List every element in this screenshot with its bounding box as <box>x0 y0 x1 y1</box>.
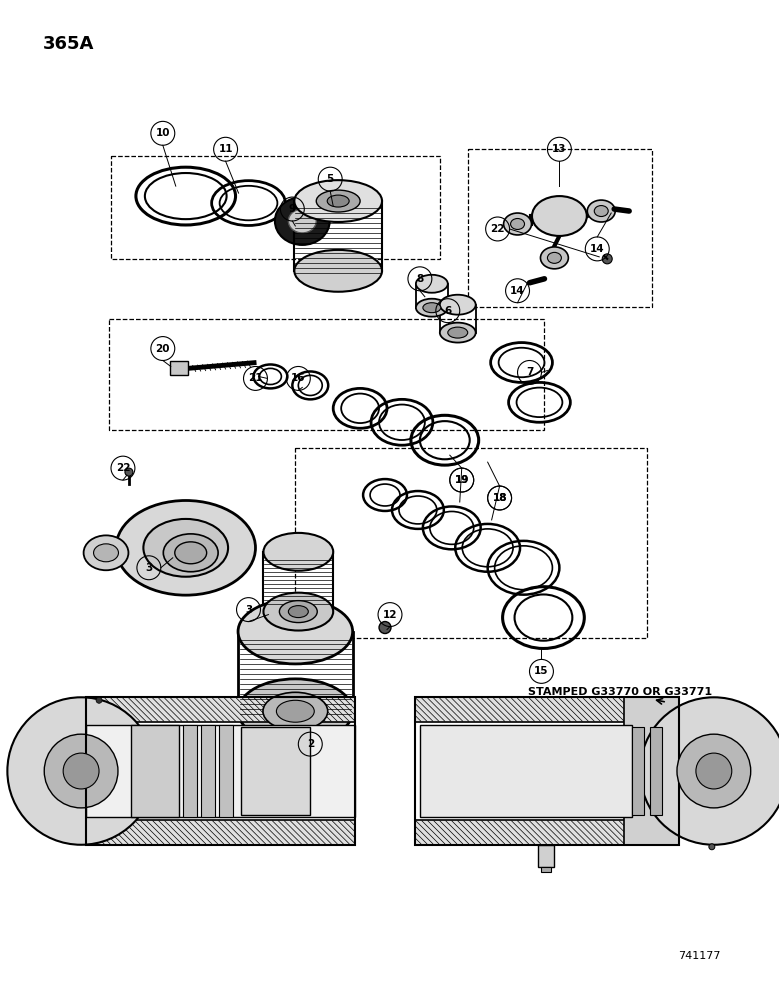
Circle shape <box>677 734 750 808</box>
Ellipse shape <box>316 190 360 212</box>
Ellipse shape <box>294 180 382 222</box>
Text: 6: 6 <box>444 306 452 316</box>
FancyBboxPatch shape <box>200 725 215 817</box>
Circle shape <box>96 697 102 703</box>
Text: 3: 3 <box>145 563 152 573</box>
Ellipse shape <box>448 327 468 338</box>
Text: 10: 10 <box>155 128 170 138</box>
FancyBboxPatch shape <box>624 697 679 845</box>
Ellipse shape <box>175 542 207 564</box>
Text: 21: 21 <box>248 373 263 383</box>
Ellipse shape <box>94 544 119 562</box>
Circle shape <box>125 468 133 476</box>
Ellipse shape <box>416 275 448 293</box>
Ellipse shape <box>83 535 129 570</box>
Ellipse shape <box>440 323 476 343</box>
Circle shape <box>696 753 732 789</box>
Ellipse shape <box>276 700 314 722</box>
FancyBboxPatch shape <box>218 725 232 817</box>
Ellipse shape <box>416 299 448 317</box>
Circle shape <box>7 697 155 845</box>
Text: 19: 19 <box>455 475 469 485</box>
Text: 14: 14 <box>590 244 604 254</box>
Ellipse shape <box>504 213 531 235</box>
Text: 5: 5 <box>327 174 334 184</box>
Ellipse shape <box>440 295 476 315</box>
Circle shape <box>379 622 391 634</box>
Circle shape <box>44 734 118 808</box>
FancyBboxPatch shape <box>170 361 188 375</box>
Ellipse shape <box>116 500 256 595</box>
Ellipse shape <box>289 606 308 618</box>
FancyBboxPatch shape <box>415 697 679 722</box>
FancyBboxPatch shape <box>650 727 662 815</box>
Circle shape <box>63 753 99 789</box>
FancyBboxPatch shape <box>86 820 355 845</box>
Text: 15: 15 <box>534 666 548 676</box>
Ellipse shape <box>264 593 333 631</box>
Text: 9: 9 <box>289 204 296 214</box>
Ellipse shape <box>594 206 608 217</box>
Text: 8: 8 <box>417 274 424 284</box>
FancyBboxPatch shape <box>183 725 197 817</box>
Text: 18: 18 <box>492 493 507 503</box>
Ellipse shape <box>275 197 330 245</box>
Circle shape <box>602 254 612 264</box>
Ellipse shape <box>511 219 524 229</box>
Text: 12: 12 <box>383 610 397 620</box>
Text: 14: 14 <box>510 286 525 296</box>
Ellipse shape <box>294 250 382 292</box>
Text: 22: 22 <box>115 463 130 473</box>
Ellipse shape <box>532 196 587 236</box>
FancyBboxPatch shape <box>541 867 551 872</box>
Ellipse shape <box>264 533 333 571</box>
Ellipse shape <box>289 209 316 233</box>
FancyBboxPatch shape <box>415 820 679 845</box>
Ellipse shape <box>238 599 353 664</box>
Ellipse shape <box>263 692 328 730</box>
Text: 16: 16 <box>291 373 306 383</box>
Ellipse shape <box>238 679 353 744</box>
FancyBboxPatch shape <box>632 727 644 815</box>
Ellipse shape <box>163 534 218 572</box>
Circle shape <box>709 844 714 850</box>
Text: 19: 19 <box>455 475 469 485</box>
Text: STAMPED G33770 OR G33771: STAMPED G33770 OR G33771 <box>527 687 711 697</box>
Text: 22: 22 <box>491 224 505 234</box>
Text: 18: 18 <box>492 493 507 503</box>
Ellipse shape <box>328 195 349 207</box>
Ellipse shape <box>541 247 569 269</box>
Ellipse shape <box>423 303 441 313</box>
Text: 7: 7 <box>526 367 534 377</box>
FancyBboxPatch shape <box>420 725 632 817</box>
Text: 11: 11 <box>218 144 233 154</box>
Text: 3: 3 <box>245 605 252 615</box>
Circle shape <box>640 697 780 845</box>
Text: 13: 13 <box>552 144 566 154</box>
Ellipse shape <box>587 200 615 222</box>
FancyBboxPatch shape <box>86 697 355 722</box>
FancyBboxPatch shape <box>131 725 179 817</box>
Ellipse shape <box>548 252 562 263</box>
Text: 20: 20 <box>155 344 170 354</box>
Ellipse shape <box>279 601 317 623</box>
Ellipse shape <box>144 519 228 577</box>
FancyBboxPatch shape <box>86 725 355 817</box>
Text: 741177: 741177 <box>678 951 720 961</box>
FancyBboxPatch shape <box>240 727 310 815</box>
Text: 365A: 365A <box>43 35 94 53</box>
FancyBboxPatch shape <box>538 845 555 867</box>
Text: 2: 2 <box>307 739 314 749</box>
